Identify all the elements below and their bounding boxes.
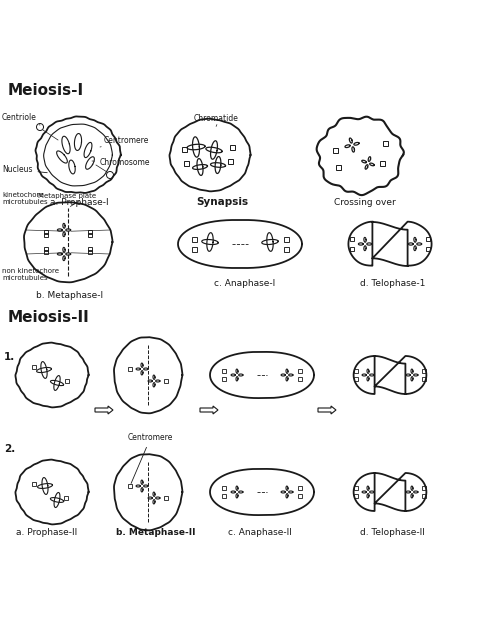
Text: Centromere: Centromere — [100, 136, 149, 147]
Text: 1.: 1. — [4, 352, 15, 362]
Text: Metaphase plate: Metaphase plate — [38, 193, 96, 199]
Text: Meiosis-II: Meiosis-II — [8, 310, 90, 325]
Text: c. Anaphase-I: c. Anaphase-I — [214, 279, 275, 288]
Text: non kinetochore
microtubules: non kinetochore microtubules — [2, 268, 59, 281]
Text: b. Metaphase-II: b. Metaphase-II — [116, 528, 196, 537]
Text: Centromere: Centromere — [128, 433, 173, 483]
Text: a. Prophase-I: a. Prophase-I — [50, 198, 109, 207]
Text: a. Prophase-II: a. Prophase-II — [16, 528, 77, 537]
Text: Crossing over: Crossing over — [334, 198, 396, 207]
Text: b. Metaphase-I: b. Metaphase-I — [36, 291, 103, 300]
Text: kinetochore
microtubules: kinetochore microtubules — [2, 192, 47, 205]
Text: Chromosome: Chromosome — [92, 158, 151, 167]
Text: d. Telophase-1: d. Telophase-1 — [360, 279, 425, 288]
Text: Nucleus: Nucleus — [2, 165, 47, 174]
Text: Synapsis: Synapsis — [196, 197, 248, 207]
Text: d. Telophase-II: d. Telophase-II — [360, 528, 425, 537]
Text: Centriole: Centriole — [2, 113, 40, 125]
Text: c. Anaphase-II: c. Anaphase-II — [228, 528, 292, 537]
Text: 2.: 2. — [4, 444, 15, 454]
Text: Meiosis-I: Meiosis-I — [8, 83, 84, 98]
Text: Chromatide: Chromatide — [194, 114, 238, 123]
